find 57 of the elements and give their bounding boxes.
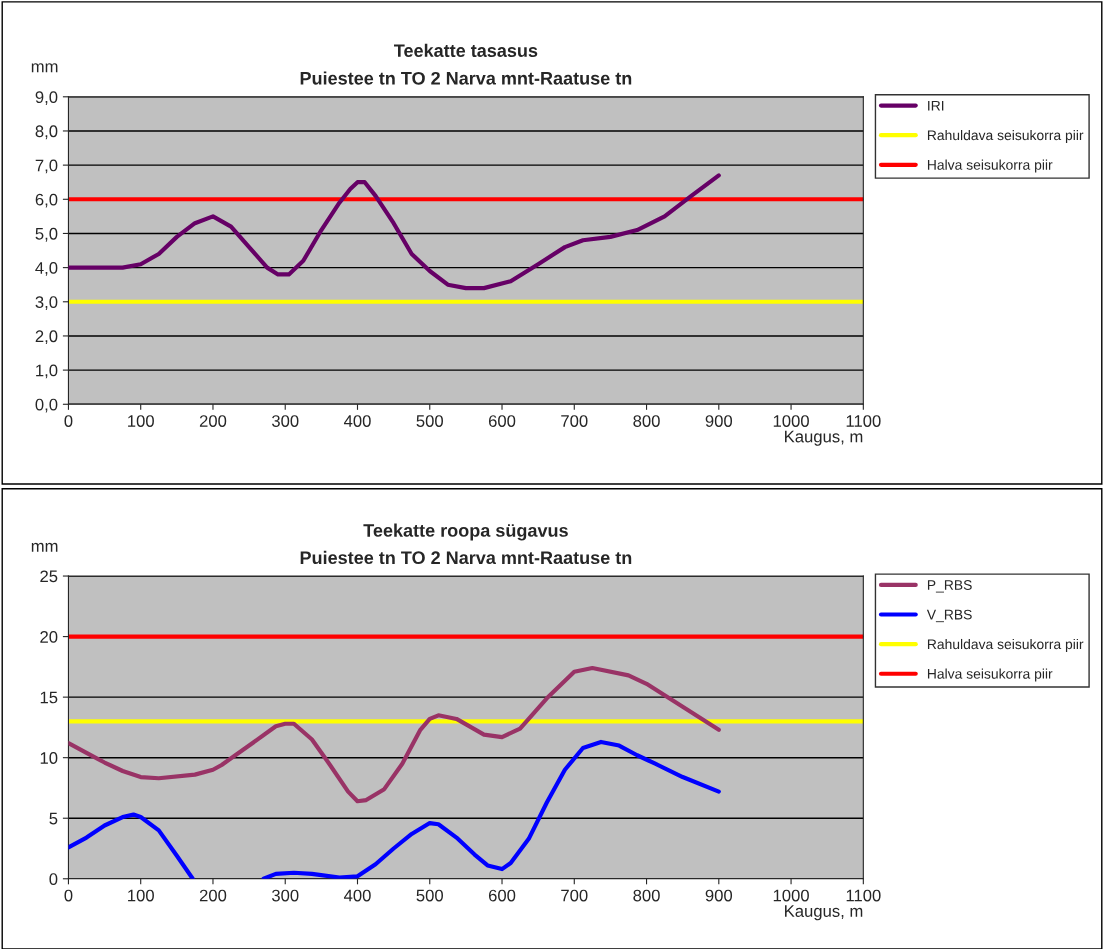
legend-label: Rahuldava seisukorra piir [927,638,1084,652]
legend-label: IRI [928,100,944,111]
x-tick-label: 300 [271,889,299,902]
y-tick-label: 6,0 [35,193,58,208]
x-tick-label: 1000 [773,889,809,902]
x-tick-label: 300 [271,415,299,427]
line-series [68,173,721,291]
x-tick-label: 100 [128,415,154,427]
y-tick-label: 2,0 [35,330,58,345]
y-tick-label: 4,0 [35,262,58,276]
y-tick-label: 1,0 [36,364,58,379]
x-tick-label: 800 [633,415,660,427]
y-tick-label: 9,0 [35,91,58,105]
x-tick-label: 1100 [846,415,881,427]
y-tick-label: 5 [49,812,58,825]
x-tick-label: 900 [705,415,733,427]
y-tick-label: 0 [49,873,58,885]
y-tick-label: 25 [40,570,58,583]
y-tick-label: 7,0 [35,159,58,174]
y-axis-title: mm [31,542,58,552]
y-tick-label: 20 [40,630,58,643]
x-tick-label: 1100 [846,889,881,902]
legend-label: Halva seisukorra piir [927,668,1053,682]
legend-label: Rahuldava seisukorra piir [927,129,1084,143]
x-tick-label: 700 [561,415,588,427]
chart-subtitle: Puiestee tn TO 2 Narva mnt-Raatuse tn [300,71,632,85]
x-tick-label: 600 [488,415,516,427]
y-tick-label: 8,0 [35,125,58,140]
x-tick-label: 500 [416,889,444,902]
chart-title: Teekatte tasasus [394,43,538,57]
chart-subtitle: Puiestee tn TO 2 Narva mnt-Raatuse tn [300,550,632,565]
x-tick-label: 1000 [773,415,809,427]
x-axis-title: Kaugus, m [785,905,863,921]
x-tick-label: 100 [128,889,154,902]
x-tick-label: 600 [488,889,516,902]
x-tick-label: 900 [705,889,733,902]
x-tick-label: 700 [561,889,588,902]
x-tick-label: 800 [633,889,660,902]
y-tick-label: 3,0 [35,296,58,310]
legend-label: Halva seisukorra piir [927,159,1053,173]
x-tick-label: 400 [343,889,371,902]
x-tick-label: 400 [343,415,371,427]
legend-label: V_RBS [926,609,972,623]
y-tick-label: 15 [40,691,58,704]
y-tick-label: 10 [40,752,58,764]
x-axis-title: Kaugus, m [785,430,863,446]
x-tick-label: 200 [199,889,227,902]
x-tick-label: 500 [416,415,444,427]
y-tick-label: 0,0 [35,398,58,413]
x-tick-label: 200 [199,415,227,427]
y-axis-title: mm [31,63,58,73]
legend-label: P_RBS [927,580,972,593]
chart-title: Teekatte roopa sügavus [363,523,568,541]
x-tick-label: 0 [64,889,73,902]
y-tick-label: 5,0 [35,227,58,242]
line-series [68,665,721,804]
x-tick-label: 0 [64,415,73,427]
